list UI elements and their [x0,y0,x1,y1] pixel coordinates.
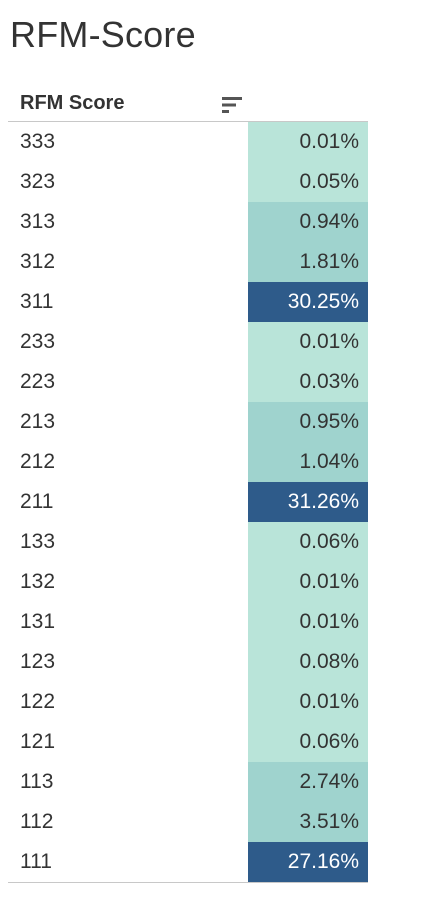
rfm-score-label: 112 [20,810,54,833]
heatmap-cell[interactable]: 0.03% [248,362,368,402]
table-row[interactable]: 131 0.01% [8,602,368,642]
column-header-label: RFM Score [20,92,125,114]
table-row[interactable]: 233 0.01% [8,322,368,362]
heatmap-cell[interactable]: 0.05% [248,162,368,202]
rfm-score-label: 111 [20,850,52,873]
table-row[interactable]: 223 0.03% [8,362,368,402]
table-row[interactable]: 121 0.06% [8,722,368,762]
rfm-score-label: 123 [20,650,56,673]
heatmap-cell[interactable]: 0.94% [248,202,368,242]
table-row[interactable]: 323 0.05% [8,162,368,202]
table-row[interactable]: 313 0.94% [8,202,368,242]
page-title: RFM-Score [10,14,196,55]
table-row[interactable]: 112 3.51% [8,802,368,842]
heatmap-cell[interactable]: 0.06% [248,722,368,762]
rfm-score-label: 323 [20,170,56,193]
heatmap-cell[interactable]: 0.01% [248,602,368,642]
heatmap-cell[interactable]: 2.74% [248,762,368,802]
table-row[interactable]: 311 30.25% [8,282,368,322]
heatmap-cell[interactable]: 0.01% [248,682,368,722]
rfm-score-label: 312 [20,250,56,273]
rfm-score-label: 132 [20,570,56,593]
rfm-score-label: 313 [20,210,56,233]
column-header: RFM Score [8,86,368,122]
heatmap-cell[interactable]: 31.26% [248,482,368,522]
rfm-score-label: 212 [20,450,56,473]
table-row[interactable]: 132 0.01% [8,562,368,602]
heatmap-cell[interactable]: 1.04% [248,442,368,482]
table-row[interactable]: 133 0.06% [8,522,368,562]
rfm-score-label: 133 [20,530,56,553]
table-row[interactable]: 123 0.08% [8,642,368,682]
rfm-score-label: 121 [20,730,56,753]
sort-descending-icon[interactable] [222,96,244,116]
table-row[interactable]: 111 27.16% [8,842,368,882]
table-row[interactable]: 212 1.04% [8,442,368,482]
heatmap-cell[interactable]: 27.16% [248,842,368,882]
heatmap-cell[interactable]: 1.81% [248,242,368,282]
heatmap-cell[interactable]: 3.51% [248,802,368,842]
table-row[interactable]: 213 0.95% [8,402,368,442]
heatmap-cell[interactable]: 0.06% [248,522,368,562]
table-row[interactable]: 122 0.01% [8,682,368,722]
rfm-score-label: 131 [20,610,56,633]
rfm-score-label: 213 [20,410,56,433]
heatmap-cell[interactable]: 0.01% [248,562,368,602]
rfm-score-label: 113 [20,770,54,793]
table-row[interactable]: 211 31.26% [8,482,368,522]
heatmap-cell[interactable]: 0.95% [248,402,368,442]
rfm-table: 333 0.01% 323 0.05% 313 0.94% 312 1.81% 311 30.25… [8,122,368,883]
table-row[interactable]: 113 2.74% [8,762,368,802]
rfm-score-label: 211 [20,490,54,513]
rfm-score-label: 223 [20,370,56,393]
rfm-score-label: 233 [20,330,56,353]
table-row[interactable]: 333 0.01% [8,122,368,162]
rfm-score-label: 122 [20,690,56,713]
heatmap-cell[interactable]: 0.08% [248,642,368,682]
heatmap-cell[interactable]: 30.25% [248,282,368,322]
heatmap-cell[interactable]: 0.01% [248,122,368,162]
rfm-score-label: 333 [20,130,56,153]
table-row[interactable]: 312 1.81% [8,242,368,282]
rfm-score-label: 311 [20,290,54,313]
heatmap-cell[interactable]: 0.01% [248,322,368,362]
